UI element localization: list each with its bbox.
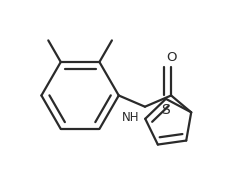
Text: O: O [166, 51, 176, 64]
Text: S: S [161, 103, 170, 117]
Text: NH: NH [122, 111, 139, 124]
